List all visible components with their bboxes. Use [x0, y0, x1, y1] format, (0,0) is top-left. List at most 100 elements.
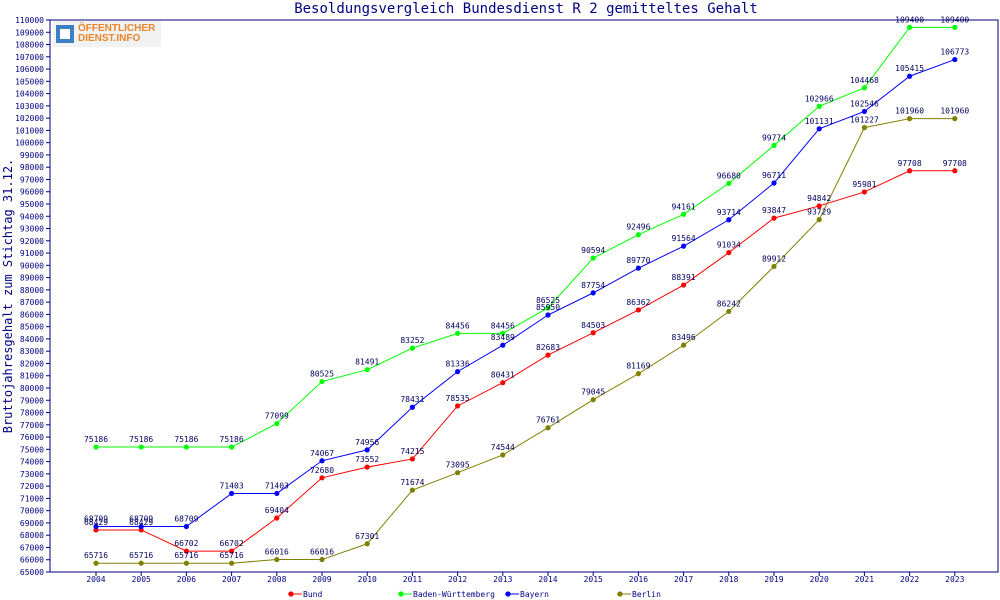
data-label: 65716 [220, 551, 244, 560]
data-label: 83252 [400, 336, 424, 345]
data-point [183, 548, 189, 554]
legend-marker [505, 591, 511, 597]
legend-marker [398, 591, 404, 597]
data-label: 109400 [940, 15, 969, 24]
x-tick-label: 2018 [719, 575, 738, 584]
data-point [771, 215, 777, 221]
data-point [364, 447, 370, 453]
x-tick-label: 2010 [358, 575, 377, 584]
data-point [455, 470, 461, 476]
data-label: 96680 [717, 171, 741, 180]
data-label: 65716 [129, 551, 153, 560]
series-line [96, 170, 955, 552]
data-point [681, 211, 687, 217]
data-point [455, 403, 461, 409]
data-label: 102546 [850, 99, 879, 108]
x-tick-label: 2020 [810, 575, 829, 584]
data-label: 75186 [220, 435, 244, 444]
data-point [861, 108, 868, 115]
data-label: 86242 [717, 299, 741, 308]
data-point [138, 560, 144, 566]
data-point [93, 523, 99, 530]
data-point [952, 116, 958, 122]
data-label: 89770 [626, 256, 650, 265]
data-point [138, 523, 144, 530]
data-point [635, 307, 642, 313]
data-point [409, 456, 415, 462]
data-point [590, 330, 596, 336]
data-label: 78431 [400, 395, 424, 404]
data-point [274, 490, 280, 497]
y-tick-label: 89000 [20, 274, 44, 283]
data-point [229, 444, 235, 450]
y-tick-label: 82000 [20, 359, 44, 368]
data-point [93, 444, 99, 450]
y-tick-label: 105000 [15, 77, 44, 86]
x-tick-label: 2005 [132, 575, 151, 584]
data-label: 96711 [762, 171, 786, 180]
data-label: 68709 [129, 515, 153, 524]
data-point [409, 345, 415, 351]
data-label: 101960 [895, 107, 924, 116]
data-label: 72680 [310, 466, 334, 475]
data-point [500, 342, 506, 348]
data-point [319, 458, 325, 464]
data-point [545, 305, 551, 311]
data-label: 83489 [491, 333, 515, 342]
data-point [545, 312, 551, 318]
y-tick-label: 86000 [20, 310, 44, 319]
data-label: 90594 [581, 246, 605, 255]
data-point [907, 73, 913, 79]
data-label: 97708 [943, 159, 967, 168]
y-tick-label: 80000 [20, 384, 44, 393]
y-axis: 65000 66000 67000 68000 69000 70000 71000 72000… [15, 16, 50, 577]
y-tick-label: 106000 [15, 65, 44, 74]
legend-marker [617, 591, 623, 597]
y-tick-label: 87000 [20, 298, 44, 307]
data-label: 99774 [762, 133, 786, 142]
data-label: 66702 [220, 539, 244, 548]
data-point [545, 425, 551, 431]
series-line [96, 59, 955, 528]
y-tick-label: 83000 [20, 347, 44, 356]
data-point [907, 168, 913, 174]
y-tick-label: 84000 [20, 335, 44, 344]
y-tick-label: 110000 [15, 16, 44, 25]
data-point [409, 404, 415, 410]
data-point [455, 330, 461, 336]
data-point [590, 397, 596, 403]
legend-marker [288, 591, 294, 597]
data-label: 76761 [536, 416, 560, 425]
y-tick-label: 73000 [20, 470, 44, 479]
x-tick-label: 2015 [584, 575, 603, 584]
y-tick-label: 101000 [15, 126, 44, 135]
data-label: 93847 [762, 206, 786, 215]
data-point [771, 263, 777, 270]
data-label: 75186 [174, 435, 198, 444]
data-label: 80525 [310, 370, 334, 379]
data-point [816, 103, 822, 109]
y-tick-label: 74000 [20, 458, 44, 467]
data-point [952, 24, 958, 30]
y-tick-label: 100000 [15, 139, 44, 148]
data-label: 71403 [220, 481, 244, 490]
data-point [771, 142, 777, 149]
data-label: 94161 [672, 202, 696, 211]
data-point [861, 85, 868, 91]
data-point [319, 556, 325, 563]
x-tick-label: 2016 [629, 575, 648, 584]
data-label: 94842 [807, 194, 831, 203]
logo-icon [56, 25, 74, 43]
y-tick-label: 66000 [20, 556, 44, 565]
data-point [364, 464, 370, 470]
data-point [816, 126, 822, 132]
data-label: 88391 [672, 273, 696, 282]
data-label: 97708 [898, 159, 922, 168]
data-point [681, 243, 687, 249]
data-point [183, 444, 189, 450]
data-point [319, 378, 325, 385]
data-point [816, 216, 822, 223]
data-label: 79045 [581, 388, 605, 397]
y-tick-label: 92000 [20, 237, 44, 246]
data-label: 101227 [850, 116, 879, 125]
